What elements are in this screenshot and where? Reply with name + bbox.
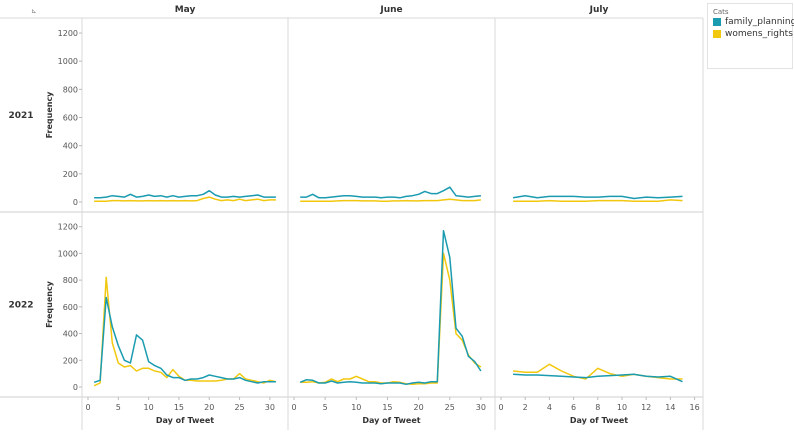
series-line-womens-rights-r0-c0 bbox=[94, 196, 276, 203]
x-tick-label-c1-25: 25 bbox=[445, 403, 455, 412]
series-line-womens-rights-r1-c0 bbox=[93, 276, 277, 387]
x-tick-label-c2-0: 0 bbox=[498, 403, 503, 412]
corner-icon: ⊾ bbox=[31, 7, 37, 15]
x-tick-label-c1-30: 30 bbox=[476, 403, 486, 412]
x-tick-label-c0-25: 25 bbox=[234, 403, 244, 412]
series-line-family-planning-r0-c1 bbox=[300, 186, 481, 199]
series-line-family-planning-r0-c2 bbox=[512, 194, 683, 200]
x-tick-label-c1-20: 20 bbox=[414, 403, 424, 412]
legend-swatch-family-planning bbox=[713, 18, 721, 26]
x-tick-label-c1-0: 0 bbox=[291, 403, 296, 412]
row-header-2021: 2021 bbox=[8, 111, 33, 121]
y-tick-label-r1-800: 800 bbox=[63, 276, 78, 285]
y-tick-label-r1-200: 200 bbox=[63, 356, 78, 365]
series-line-womens-rights-r0-c1 bbox=[300, 198, 481, 203]
legend-item-family-planning[interactable]: family_planning bbox=[708, 16, 794, 28]
x-axis-label-c1: Day of Tweet bbox=[362, 416, 420, 425]
x-tick-label-c0-5: 5 bbox=[116, 403, 121, 412]
y-tick-label-r0-400: 400 bbox=[63, 142, 78, 151]
x-tick-label-c1-5: 5 bbox=[323, 403, 328, 412]
x-tick-label-c2-2: 2 bbox=[523, 403, 528, 412]
y-tick-label-r0-800: 800 bbox=[63, 85, 78, 94]
y-tick-label-r1-600: 600 bbox=[63, 303, 78, 312]
x-tick-label-c2-12: 12 bbox=[641, 403, 651, 412]
x-tick-label-c1-10: 10 bbox=[351, 403, 361, 412]
x-tick-label-c0-0: 0 bbox=[85, 403, 90, 412]
x-tick-label-c2-16: 16 bbox=[689, 403, 699, 412]
y-tick-label-r1-0: 0 bbox=[73, 383, 78, 392]
x-tick-label-c0-15: 15 bbox=[174, 403, 184, 412]
y-tick-label-r1-400: 400 bbox=[63, 330, 78, 339]
x-axis-label-c2: Day of Tweet bbox=[570, 416, 628, 425]
series-line-family-planning-r0-c0 bbox=[94, 189, 276, 199]
x-tick-label-c2-4: 4 bbox=[547, 403, 552, 412]
row-header-2022: 2022 bbox=[8, 301, 33, 311]
column-header-may: May bbox=[175, 5, 196, 15]
x-tick-label-c1-15: 15 bbox=[382, 403, 392, 412]
y-tick-label-r0-600: 600 bbox=[63, 114, 78, 123]
x-tick-label-c2-10: 10 bbox=[617, 403, 627, 412]
y-tick-label-r1-1200: 1200 bbox=[58, 223, 78, 232]
x-tick-label-c2-14: 14 bbox=[665, 403, 675, 412]
x-tick-label-c2-8: 8 bbox=[595, 403, 600, 412]
legend[interactable]: Cats family_planning womens_rights bbox=[707, 3, 794, 69]
series-line-womens-rights-r0-c2 bbox=[513, 199, 683, 203]
y-tick-label-r0-1200: 1200 bbox=[58, 29, 78, 38]
series-line-womens-rights-r1-c1 bbox=[300, 252, 482, 386]
legend-item-womens-rights[interactable]: womens_rights bbox=[708, 28, 793, 40]
y-tick-label-r0-0: 0 bbox=[73, 198, 78, 207]
y-axis-label-2022: Frequency bbox=[45, 280, 54, 328]
series-line-family-planning-r1-c0 bbox=[93, 296, 276, 384]
x-axis-label-c0: Day of Tweet bbox=[156, 416, 214, 425]
series-line-family-planning-r1-c2 bbox=[513, 373, 683, 383]
legend-label-womens-rights: womens_rights bbox=[725, 29, 793, 39]
x-tick-label-c0-30: 30 bbox=[265, 403, 275, 412]
y-tick-label-r1-1000: 1000 bbox=[58, 249, 78, 258]
column-header-july: July bbox=[589, 5, 609, 15]
y-tick-label-r0-1000: 1000 bbox=[58, 57, 78, 66]
legend-label-family-planning: family_planning bbox=[725, 17, 794, 27]
legend-title: Cats bbox=[713, 8, 729, 16]
series-line-family-planning-r1-c1 bbox=[299, 229, 482, 386]
legend-swatch-womens-rights bbox=[713, 30, 721, 38]
x-tick-label-c0-20: 20 bbox=[204, 403, 214, 412]
column-header-june: June bbox=[379, 5, 402, 15]
x-tick-label-c2-6: 6 bbox=[571, 403, 576, 412]
x-tick-label-c0-10: 10 bbox=[144, 403, 154, 412]
y-tick-label-r0-200: 200 bbox=[63, 170, 78, 179]
y-axis-label-2021: Frequency bbox=[45, 91, 54, 139]
